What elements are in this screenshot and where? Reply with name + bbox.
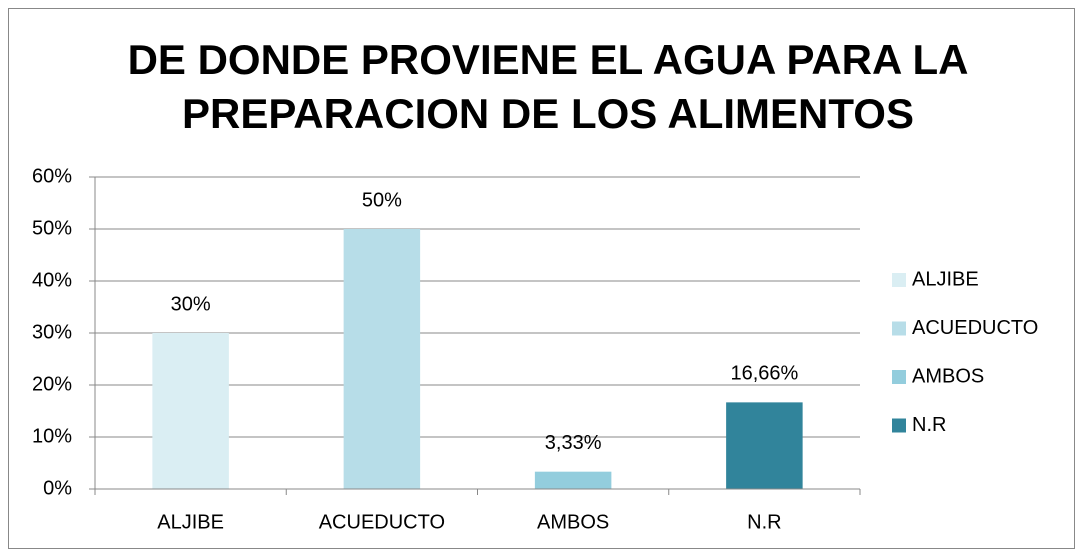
chart-title: DE DONDE PROVIENE EL AGUA PARA LA	[128, 36, 969, 83]
x-tick-label: ACUEDUCTO	[319, 511, 445, 533]
y-tick-label: 10%	[32, 425, 72, 447]
legend-label: ACUEDUCTO	[912, 317, 1038, 339]
y-tick-label: 20%	[32, 373, 72, 395]
legend-label: ALJIBE	[912, 268, 979, 290]
legend-swatch	[892, 370, 906, 384]
legend-swatch	[892, 418, 906, 433]
bar	[726, 402, 803, 489]
value-label: 30%	[171, 293, 211, 315]
value-label: 16,66%	[730, 363, 798, 385]
x-tick-label: N.R	[747, 511, 781, 533]
bar	[534, 471, 612, 489]
y-tick-label: 60%	[32, 165, 72, 187]
x-tick-label: ALJIBE	[157, 511, 224, 533]
legend-swatch	[892, 321, 906, 336]
y-tick-label: 0%	[43, 477, 72, 499]
legend-label: AMBOS	[912, 365, 984, 387]
value-label: 3,33%	[545, 432, 602, 454]
y-tick-label: 50%	[32, 217, 72, 239]
chart-title: PREPARACION DE LOS ALIMENTOS	[182, 90, 914, 137]
legend-swatch	[892, 273, 906, 287]
legend-label: N.R	[912, 414, 946, 436]
bar	[343, 229, 421, 489]
x-tick-label: AMBOS	[537, 511, 609, 533]
y-tick-label: 30%	[32, 321, 72, 343]
bar	[152, 333, 229, 489]
y-tick-label: 40%	[32, 269, 72, 291]
value-label: 50%	[362, 189, 402, 211]
